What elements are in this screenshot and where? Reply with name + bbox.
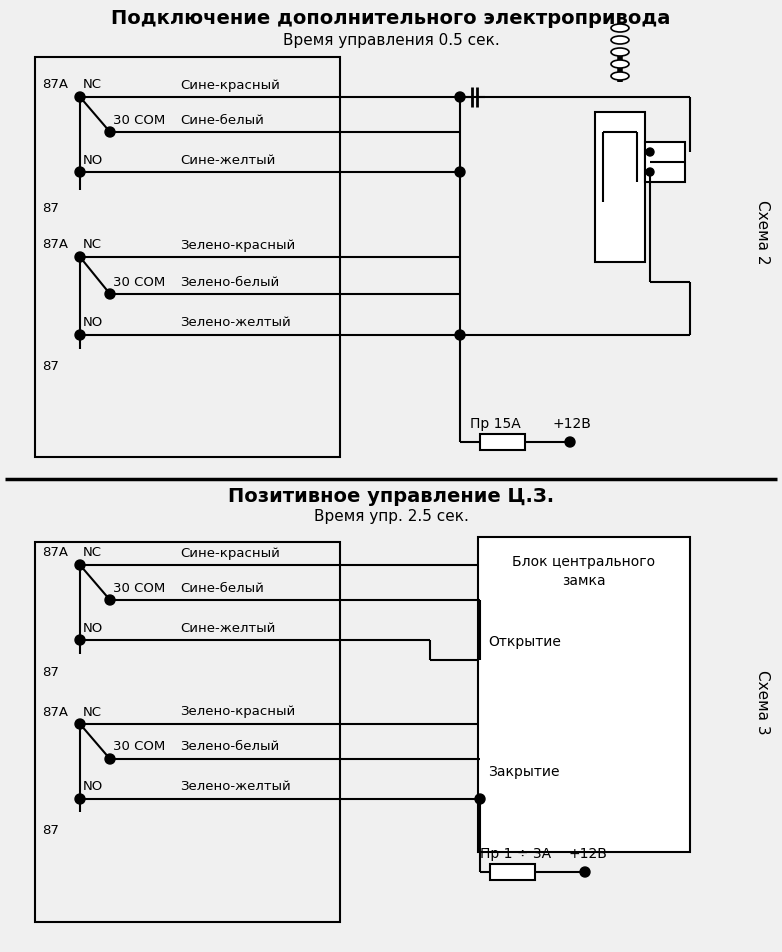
Circle shape: [580, 867, 590, 877]
Circle shape: [75, 330, 85, 340]
Text: NO: NO: [83, 153, 103, 167]
Text: Сине-белый: Сине-белый: [180, 582, 264, 594]
Circle shape: [75, 560, 85, 570]
Text: Пр 15А: Пр 15А: [470, 417, 521, 431]
Text: Блок центрального: Блок центрального: [512, 555, 655, 569]
Circle shape: [105, 754, 115, 764]
Circle shape: [75, 719, 85, 729]
Text: Сине-красный: Сине-красный: [180, 78, 280, 91]
Text: Сине-желтый: Сине-желтый: [180, 622, 275, 634]
Text: Позитивное управление Ц.З.: Позитивное управление Ц.З.: [228, 487, 554, 506]
Text: Зелено-белый: Зелено-белый: [180, 275, 279, 288]
Text: Зелено-желтый: Зелено-желтый: [180, 316, 291, 329]
Text: 87A: 87A: [42, 546, 68, 560]
Text: NO: NO: [83, 622, 103, 634]
Text: NC: NC: [83, 239, 102, 251]
Text: Закрытие: Закрытие: [488, 765, 559, 779]
Bar: [478, 537, 690, 852]
Text: NC: NC: [83, 78, 102, 91]
Circle shape: [455, 330, 465, 340]
Text: 30 COM: 30 COM: [113, 275, 165, 288]
Circle shape: [75, 92, 85, 102]
Text: +12В: +12В: [552, 417, 591, 431]
Ellipse shape: [611, 60, 629, 68]
Ellipse shape: [611, 24, 629, 32]
Circle shape: [646, 148, 654, 156]
Ellipse shape: [611, 36, 629, 44]
Circle shape: [105, 289, 115, 299]
Bar: [595, 112, 645, 262]
Text: 87A: 87A: [42, 705, 68, 719]
Text: Сине-белый: Сине-белый: [180, 113, 264, 127]
Circle shape: [105, 595, 115, 605]
Text: 87: 87: [42, 202, 59, 214]
Text: Пр 1 ÷ 3А: Пр 1 ÷ 3А: [480, 847, 551, 861]
Text: замка: замка: [562, 574, 606, 588]
Text: Подключение дополнительного электропривода: Подключение дополнительного электроприво…: [111, 10, 671, 29]
Ellipse shape: [611, 48, 629, 56]
Text: Сине-красный: Сине-красный: [180, 546, 280, 560]
Text: Время управления 0.5 сек.: Время управления 0.5 сек.: [282, 32, 500, 48]
Text: Сине-желтый: Сине-желтый: [180, 153, 275, 167]
Text: Зелено-красный: Зелено-красный: [180, 705, 296, 719]
Text: NO: NO: [83, 781, 103, 794]
Text: 87: 87: [42, 823, 59, 837]
Bar: [480, 434, 525, 450]
Bar: [490, 864, 535, 880]
Text: NC: NC: [83, 705, 102, 719]
Circle shape: [455, 92, 465, 102]
Bar: [35, 57, 340, 457]
Text: 30 COM: 30 COM: [113, 113, 165, 127]
Text: Схема 2: Схема 2: [755, 200, 769, 265]
Circle shape: [75, 794, 85, 804]
Circle shape: [646, 168, 654, 176]
Text: 87: 87: [42, 361, 59, 373]
Circle shape: [565, 437, 575, 447]
Circle shape: [75, 167, 85, 177]
Circle shape: [105, 127, 115, 137]
Text: 87A: 87A: [42, 78, 68, 91]
Text: 87A: 87A: [42, 239, 68, 251]
Text: Открытие: Открытие: [488, 635, 561, 649]
Text: Зелено-красный: Зелено-красный: [180, 239, 296, 251]
Bar: [35, 542, 340, 922]
Text: Зелено-желтый: Зелено-желтый: [180, 781, 291, 794]
Text: 30 COM: 30 COM: [113, 741, 165, 753]
Circle shape: [455, 167, 465, 177]
Text: 87: 87: [42, 665, 59, 679]
Bar: [645, 142, 685, 182]
Ellipse shape: [611, 72, 629, 80]
Text: Время упр. 2.5 сек.: Время упр. 2.5 сек.: [314, 509, 468, 525]
Text: Схема 3: Схема 3: [755, 669, 769, 734]
Circle shape: [475, 794, 485, 804]
Text: 30 COM: 30 COM: [113, 582, 165, 594]
Text: NO: NO: [83, 316, 103, 329]
Circle shape: [75, 635, 85, 645]
Text: Зелено-белый: Зелено-белый: [180, 741, 279, 753]
Text: NC: NC: [83, 546, 102, 560]
Circle shape: [75, 252, 85, 262]
Text: +12В: +12В: [568, 847, 607, 861]
